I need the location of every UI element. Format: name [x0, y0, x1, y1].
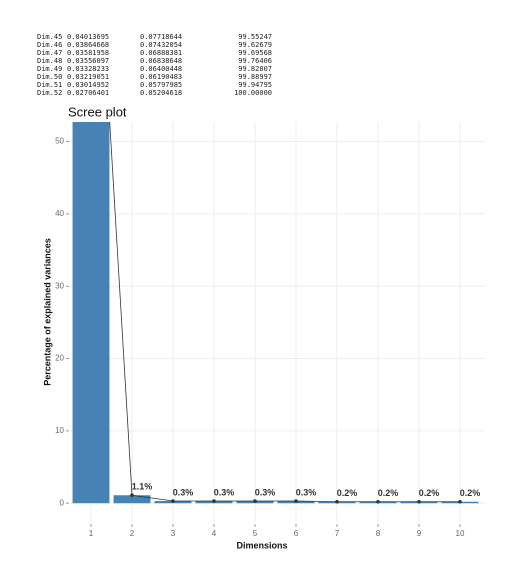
console-cell: 99.69568: [238, 49, 272, 57]
bar: [113, 495, 151, 504]
y-axis-label: Percentage of explained variances: [42, 238, 52, 386]
console-cell: Dim.52: [37, 89, 62, 97]
console-cell: 99.88997: [238, 73, 272, 81]
y-tick-label: 30: [55, 281, 64, 290]
console-cell: 0.07432054: [140, 41, 182, 49]
console-cell: Dim.49: [37, 65, 62, 73]
console-cell: Dim.45: [37, 33, 62, 41]
x-tick-label: 7: [335, 529, 340, 538]
console-cell: Dim.51: [37, 81, 62, 89]
point: [417, 499, 421, 504]
value-label: 0.2%: [419, 488, 440, 498]
point: [253, 499, 257, 503]
y-tick-label: 10: [55, 426, 64, 435]
y-tick-label: 50: [55, 137, 64, 146]
x-tick-label: 4: [212, 529, 217, 538]
point: [212, 499, 216, 503]
console-cell: 0.05797985: [140, 81, 182, 89]
bar: [72, 122, 110, 504]
point: [171, 499, 175, 503]
console-cell: 0.07718644: [140, 33, 182, 41]
scree-line: [109, 122, 460, 503]
x-tick-label: 1: [89, 529, 94, 538]
console-cell: 0.03014952: [67, 81, 109, 89]
x-tick-label: 6: [294, 529, 299, 538]
value-label: 0.3%: [214, 487, 235, 497]
console-cell: Dim.47: [37, 49, 62, 57]
console-cell: Dim.46: [37, 41, 62, 49]
console-cell: 99.55247: [238, 33, 272, 41]
console-cell: 0.03219051: [67, 73, 109, 81]
y-tick-label: 0: [60, 498, 65, 507]
value-label: 0.3%: [255, 487, 276, 497]
point: [130, 493, 134, 498]
x-tick-label: 9: [417, 529, 422, 538]
x-tick-label: 2: [130, 529, 135, 538]
console-cell: 99.62679: [238, 41, 272, 49]
point: [335, 499, 339, 504]
console-cell: 0.06400448: [140, 65, 182, 73]
console-cell: 0.06838648: [140, 57, 182, 65]
point: [458, 499, 462, 504]
console-cell: 0.04013695: [67, 33, 109, 41]
console-cell: 0.03328233: [67, 65, 109, 73]
console-cell: 0.06190483: [140, 73, 182, 81]
x-tick-label: 5: [253, 529, 258, 538]
value-label: 1.1%: [132, 482, 153, 492]
console-cell: 0.03581958: [67, 49, 109, 57]
point: [376, 499, 380, 504]
console-cell: 0.02706401: [67, 89, 109, 97]
y-tick-label: 40: [55, 209, 64, 218]
x-tick-label: 3: [171, 529, 176, 538]
value-label: 0.3%: [296, 487, 317, 497]
value-label: 0.3%: [173, 487, 194, 497]
console-cell: 99.94795: [238, 81, 272, 89]
plot-area: 1.1% 0.3% 0.3% 0.3% 0.3% 0.2% 0.2% 0.2% 0.2%: [72, 122, 481, 504]
y-tick-label: 20: [55, 354, 64, 363]
console-cell: 0.03864668: [67, 41, 109, 49]
console-cell: Dim.48: [37, 57, 62, 65]
chart-title: Scree plot: [68, 104, 127, 119]
console-cell: 0.05204618: [140, 89, 182, 97]
console-cell: 100.00000: [234, 89, 272, 97]
x-axis-label: Dimensions: [236, 540, 287, 550]
console-cell: 0.06888381: [140, 49, 182, 57]
x-tick-label: 10: [456, 529, 465, 538]
value-label: 0.2%: [378, 488, 399, 498]
console-cell: 0.03556097: [67, 57, 109, 65]
value-label: 0.2%: [337, 488, 358, 498]
point: [294, 499, 298, 503]
console-cell: 99.82807: [238, 65, 272, 73]
value-label: 0.2%: [460, 488, 481, 498]
console-cell: 99.76406: [238, 57, 272, 65]
console-cell: Dim.50: [37, 73, 62, 81]
x-tick-label: 8: [376, 529, 381, 538]
